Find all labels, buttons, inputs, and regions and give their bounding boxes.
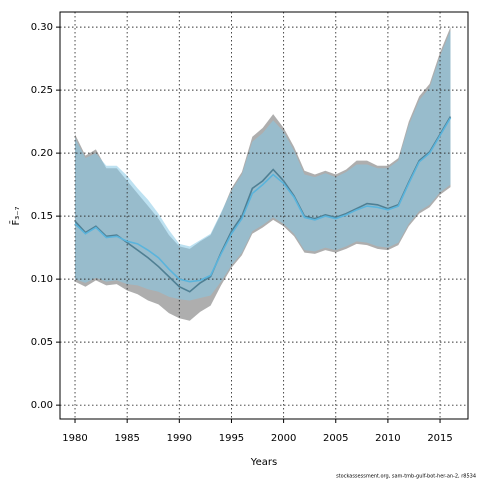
x-tick-label: 1980 [62,433,87,444]
y-tick-label: 0.05 [31,337,53,348]
x-axis-label: Years [250,457,277,468]
x-tick-label: 1990 [167,433,192,444]
y-tick-label: 0.30 [31,22,53,33]
y-tick-label: 0.20 [31,148,53,159]
x-tick-label: 1985 [114,433,139,444]
y-tick-label: 0.10 [31,274,53,285]
x-tick-label: 1995 [219,433,244,444]
x-tick-label: 2015 [427,433,452,444]
footer: stockassessment.org, sam-tmb-gulf-bot-he… [336,474,476,480]
y-axis-label: F̄₃₋₇ [9,206,22,225]
y-tick-label: 0.15 [31,211,53,222]
plot-frame [59,11,469,420]
x-tick-label: 2005 [323,433,348,444]
line [74,117,452,283]
confidence-band [75,30,451,301]
y-tick-label: 0.25 [31,85,53,96]
y-tick-label: 0.00 [31,400,53,411]
x-tick-label: 2000 [271,433,296,444]
x-tick-label: 2010 [375,433,400,444]
line [74,116,452,293]
